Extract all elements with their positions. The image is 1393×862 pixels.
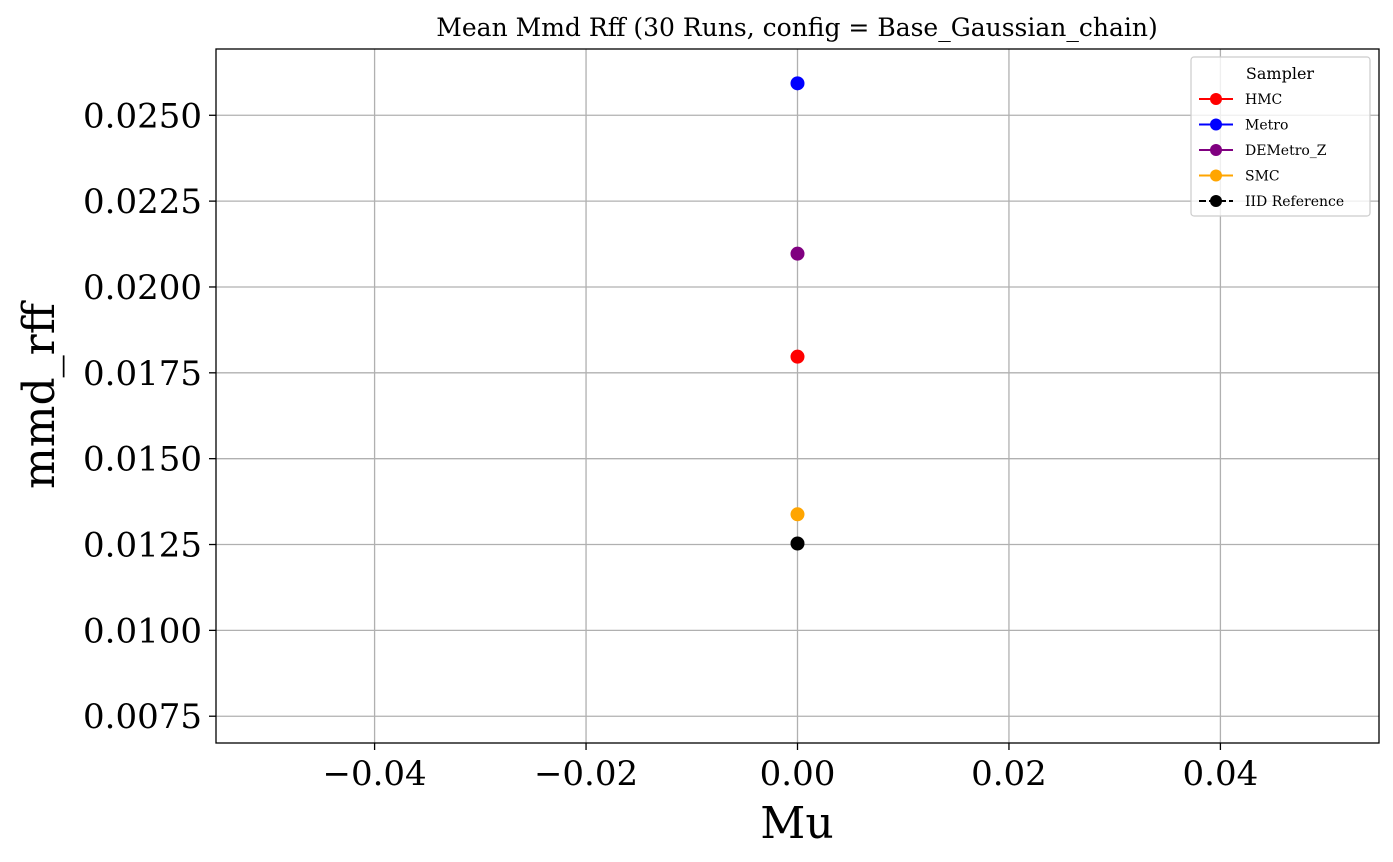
axis-ticks: −0.04 −0.02 0.00 0.02 0.04 0.0075 0.0100 0.0125… (83, 96, 1258, 794)
data-point-demetro-z (790, 246, 805, 261)
data-point-smc (790, 507, 805, 522)
legend-label: Metro (1245, 118, 1288, 134)
x-tick-label: −0.04 (322, 754, 426, 794)
x-tick-label: 0.00 (760, 754, 836, 794)
y-tick-label: 0.0250 (83, 96, 202, 136)
legend-marker (1210, 144, 1222, 156)
data-point-iid-reference (790, 536, 805, 551)
y-tick-label: 0.0150 (83, 440, 202, 480)
legend-box (1190, 56, 1371, 217)
plot-area-frame (215, 48, 1380, 744)
legend-item-smc: SMC (1199, 169, 1280, 185)
y-tick-label: 0.0200 (83, 268, 202, 308)
legend-marker (1210, 93, 1222, 105)
y-tick-label: 0.0100 (83, 611, 202, 651)
grid (216, 49, 1379, 743)
data-points (790, 76, 805, 551)
y-axis-label: mmd_rff (14, 300, 65, 489)
y-tick-label: 0.0225 (83, 182, 202, 222)
y-tick-label: 0.0075 (83, 697, 202, 737)
legend-label: SMC (1245, 169, 1280, 185)
x-tick-label: −0.02 (534, 754, 638, 794)
legend-item-hmc: HMC (1199, 92, 1282, 108)
legend-item-iid-reference: IID Reference (1199, 194, 1344, 210)
x-tick-label: 0.02 (971, 754, 1047, 794)
legend-title: Sampler (1246, 64, 1315, 83)
data-point-metro (790, 76, 805, 91)
x-tick-label: 0.04 (1183, 754, 1259, 794)
legend: Sampler HMC Metro DEMetro_Z SMC IID Referenc… (1190, 56, 1371, 217)
legend-marker (1210, 118, 1222, 131)
legend-label: HMC (1245, 92, 1282, 108)
y-tick-label: 0.0125 (83, 526, 202, 566)
legend-marker (1210, 169, 1222, 182)
legend-marker (1210, 195, 1222, 207)
chart-title: Mean Mmd Rff (30 Runs, config = Base_Gau… (436, 13, 1157, 42)
x-axis-label: Mu (760, 798, 833, 849)
legend-label: DEMetro_Z (1245, 143, 1327, 159)
data-point-hmc (790, 349, 805, 364)
legend-item-demetro-z: DEMetro_Z (1199, 143, 1327, 159)
legend-item-metro: Metro (1199, 118, 1288, 134)
y-tick-label: 0.0175 (83, 354, 202, 394)
legend-label: IID Reference (1245, 194, 1344, 210)
